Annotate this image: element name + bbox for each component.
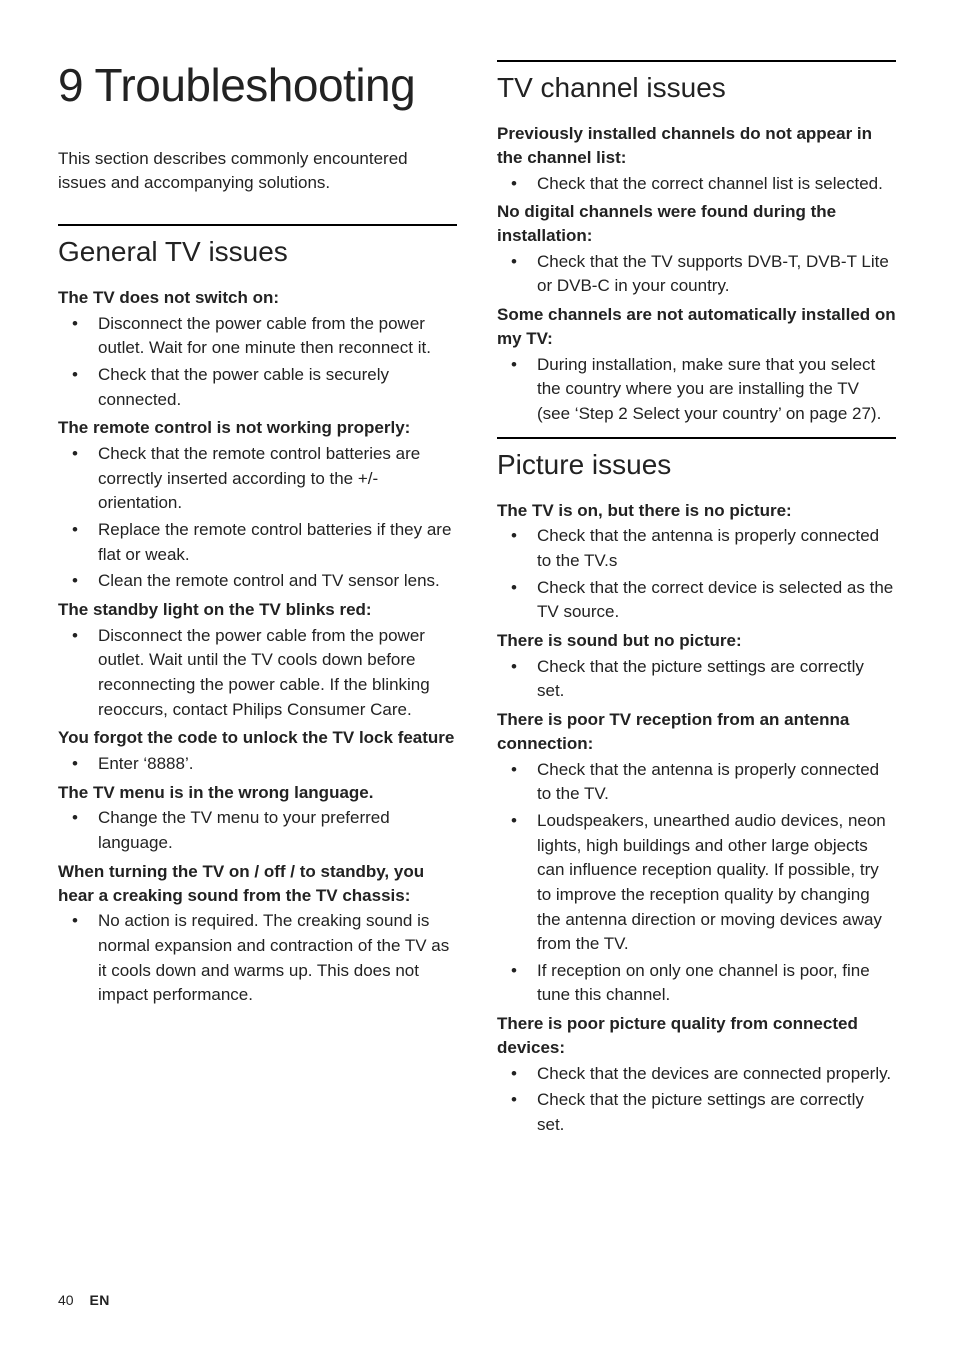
bullet-list: During installation, make sure that you … <box>497 353 896 427</box>
issue-title: You forgot the code to unlock the TV loc… <box>58 726 457 750</box>
page-number: 40 <box>58 1292 74 1308</box>
bullet-item: Check that the remote control batteries … <box>58 442 457 516</box>
bullet-item: Disconnect the power cable from the powe… <box>58 624 457 723</box>
bullet-item: Replace the remote control batteries if … <box>58 518 457 567</box>
bullet-item: Check that the picture settings are corr… <box>497 655 896 704</box>
left-column: 9 Troubleshooting This section describes… <box>58 60 457 1300</box>
issue-title: There is poor TV reception from an anten… <box>497 708 896 756</box>
issue-title: When turning the TV on / off / to standb… <box>58 860 457 908</box>
bullet-item: Change the TV menu to your preferred lan… <box>58 806 457 855</box>
chapter-title: 9 Troubleshooting <box>58 60 457 111</box>
bullet-list: Enter ‘8888’. <box>58 752 457 777</box>
intro-paragraph: This section describes commonly encounte… <box>58 147 457 196</box>
right-sections-mount: TV channel issues Previously installed ch… <box>497 60 896 1138</box>
bullet-item: Check that the devices are connected pro… <box>497 1062 896 1087</box>
bullet-item: Loudspeakers, unearthed audio devices, n… <box>497 809 896 957</box>
bullet-item: Check that the power cable is securely c… <box>58 363 457 412</box>
bullet-item: If reception on only one channel is poor… <box>497 959 896 1008</box>
issue-title: The remote control is not working proper… <box>58 416 457 440</box>
issue-title: Some channels are not automatically inst… <box>497 303 896 351</box>
bullet-item: Check that the correct device is selecte… <box>497 576 896 625</box>
page-language: EN <box>89 1292 109 1308</box>
bullet-list: Check that the devices are connected pro… <box>497 1062 896 1138</box>
right-column: TV channel issues Previously installed ch… <box>497 60 896 1300</box>
bullet-list: Disconnect the power cable from the powe… <box>58 624 457 723</box>
bullet-list: Check that the remote control batteries … <box>58 442 457 594</box>
bullet-item: During installation, make sure that you … <box>497 353 896 427</box>
issue-title: The standby light on the TV blinks red: <box>58 598 457 622</box>
issue-title: There is sound but no picture: <box>497 629 896 653</box>
section-heading: General TV issues <box>58 224 457 268</box>
bullet-list: Check that the picture settings are corr… <box>497 655 896 704</box>
page-footer: 40 EN <box>58 1292 110 1308</box>
issue-title: Previously installed channels do not app… <box>497 122 896 170</box>
bullet-item: Check that the antenna is properly conne… <box>497 758 896 807</box>
bullet-list: Check that the antenna is properly conne… <box>497 758 896 1008</box>
bullet-item: Enter ‘8888’. <box>58 752 457 777</box>
section-heading: TV channel issues <box>497 60 896 104</box>
issue-title: The TV menu is in the wrong language. <box>58 781 457 805</box>
manual-page: 9 Troubleshooting This section describes… <box>0 0 954 1350</box>
section-heading: Picture issues <box>497 437 896 481</box>
bullet-item: Disconnect the power cable from the powe… <box>58 312 457 361</box>
bullet-list: Disconnect the power cable from the powe… <box>58 312 457 413</box>
bullet-item: Clean the remote control and TV sensor l… <box>58 569 457 594</box>
bullet-item: Check that the picture settings are corr… <box>497 1088 896 1137</box>
left-sections-mount: General TV issues The TV does not switch … <box>58 224 457 1008</box>
bullet-item: No action is required. The creaking soun… <box>58 909 457 1008</box>
bullet-item: Check that the antenna is properly conne… <box>497 524 896 573</box>
bullet-item: Check that the correct channel list is s… <box>497 172 896 197</box>
bullet-list: Check that the correct channel list is s… <box>497 172 896 197</box>
issue-title: There is poor picture quality from conne… <box>497 1012 896 1060</box>
issue-title: No digital channels were found during th… <box>497 200 896 248</box>
bullet-list: Change the TV menu to your preferred lan… <box>58 806 457 855</box>
bullet-item: Check that the TV supports DVB-T, DVB-T … <box>497 250 896 299</box>
bullet-list: No action is required. The creaking soun… <box>58 909 457 1008</box>
bullet-list: Check that the antenna is properly conne… <box>497 524 896 625</box>
issue-title: The TV is on, but there is no picture: <box>497 499 896 523</box>
issue-title: The TV does not switch on: <box>58 286 457 310</box>
bullet-list: Check that the TV supports DVB-T, DVB-T … <box>497 250 896 299</box>
